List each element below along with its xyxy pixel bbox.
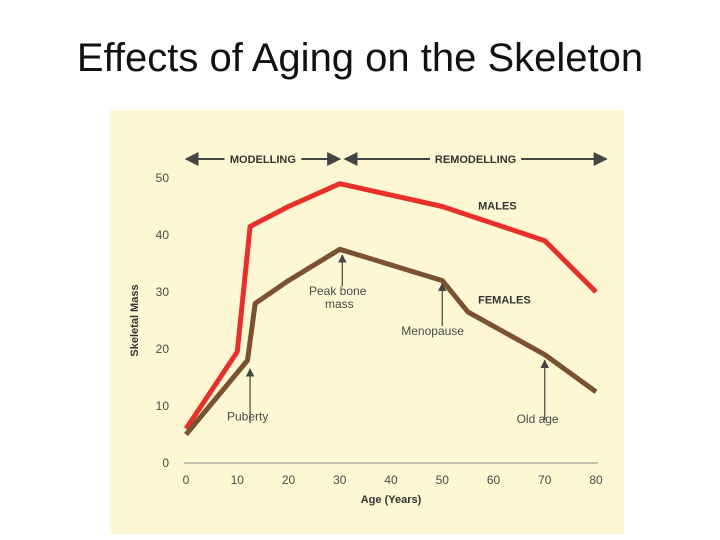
series-lines: MALES FEMALES	[183, 181, 598, 437]
y-tick-label: 0	[162, 456, 169, 470]
y-tick-label: 30	[156, 285, 170, 299]
phase-remodelling: REMODELLING	[343, 152, 608, 166]
x-tick-labels: 0 10 20 30 40 50 60 70 80	[183, 473, 603, 487]
phase-label: MODELLING	[230, 154, 296, 166]
x-tick-label: 30	[333, 473, 347, 487]
y-tick-labels: 0 10 20 30 40 50	[156, 171, 170, 470]
annotation-menopause: Menopause	[401, 282, 464, 338]
y-tick-label: 10	[156, 399, 170, 413]
series-label-males: MALES	[478, 200, 517, 212]
series-label-females: FEMALES	[478, 294, 531, 306]
series-line-females	[184, 246, 598, 437]
annotation-old-age: Old age	[517, 359, 559, 426]
series-line-males	[183, 181, 598, 431]
chart-canvas: 0 10 20 30 40 50 60 70 80 0 10 20 30 40 50 Age (Years…	[129, 152, 608, 506]
x-tick-label: 40	[384, 473, 398, 487]
annotation-text: Old age	[517, 412, 559, 426]
x-axis-title: Age (Years)	[361, 494, 422, 506]
phase-modelling: MODELLING	[184, 152, 342, 166]
x-tick-label: 60	[487, 473, 501, 487]
annotation-text: Puberty	[227, 409, 268, 423]
annotation-text: Menopause	[401, 324, 464, 338]
annotation-text-line2: mass	[325, 297, 354, 311]
x-tick-label: 20	[282, 473, 296, 487]
x-tick-label: 50	[436, 473, 450, 487]
slide-title: Effects of Aging on the Skeleton	[76, 36, 644, 80]
y-axis-title: Skeletal Mass	[129, 284, 141, 356]
annotation-puberty: Puberty	[227, 368, 268, 423]
y-tick-label: 40	[156, 228, 170, 242]
skeletal-mass-chart: 0 10 20 30 40 50 60 70 80 0 10 20 30 40 50 Age (Years…	[110, 110, 624, 534]
x-tick-label: 10	[231, 473, 245, 487]
y-tick-label: 20	[156, 342, 170, 356]
annotation-text: Peak bone	[309, 284, 367, 298]
phase-arrows: MODELLING REMODELLING	[184, 152, 608, 166]
x-tick-label: 80	[589, 473, 603, 487]
x-tick-label: 70	[538, 473, 552, 487]
y-tick-label: 50	[156, 171, 170, 185]
phase-label: REMODELLING	[435, 154, 516, 166]
x-tick-label: 0	[183, 473, 190, 487]
